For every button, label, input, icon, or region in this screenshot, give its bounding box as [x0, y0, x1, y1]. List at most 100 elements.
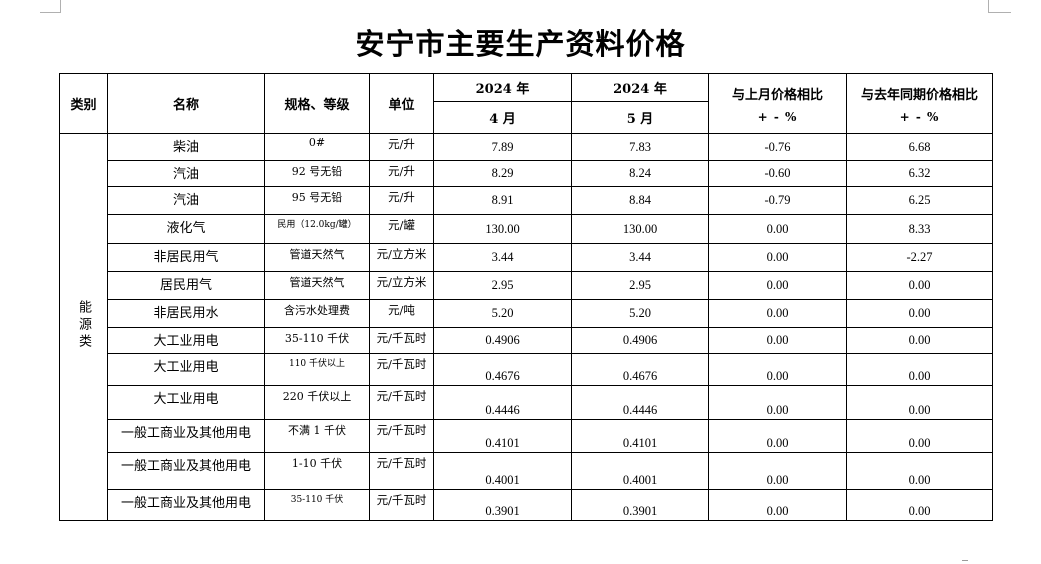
- cell-spec: 民用（12.0kg/罐）: [264, 214, 370, 244]
- cell-april: 0.4676: [433, 353, 572, 386]
- cell-spec: 92 号无铅: [264, 160, 370, 187]
- cell-mom: 0.00: [708, 327, 847, 354]
- cell-name: 居民用气: [107, 271, 265, 300]
- cell-mom: 0.00: [708, 299, 847, 328]
- cell-name: 柴油: [107, 133, 265, 161]
- table-row: 大工业用电 220 千伏以上 元/千瓦时 0.4446 0.4446 0.00 …: [60, 385, 993, 420]
- header-yoy-label: 与去年同期价格相比: [860, 87, 978, 103]
- header-row-1: 类别 名称 规格、等级 单位 2024 年 2024 年 与上月价格相比 + -…: [59, 73, 993, 134]
- header-row-2: 4 月 5 月: [60, 101, 993, 134]
- cell-spec: 110 千伏以上: [264, 353, 370, 386]
- page-corner-mark-bottom: [962, 560, 968, 561]
- cell-name: 非居民用气: [107, 243, 265, 272]
- cell-name: 液化气: [107, 214, 265, 244]
- cell-april: 0.4446: [433, 385, 572, 420]
- document-title: 安宁市主要生产资料价格: [355, 27, 686, 61]
- header-year-april: 2024 年: [433, 73, 572, 102]
- table-row: 液化气 民用（12.0kg/罐） 元/罐 130.00 130.00 0.00 …: [60, 214, 993, 244]
- cell-mom: 0.00: [708, 489, 847, 521]
- cell-spec: 含污水处理费: [264, 299, 370, 328]
- table-row: 大工业用电 35-110 千伏 元/千瓦时 0.4906 0.4906 0.00…: [60, 327, 993, 354]
- header-month-may: 5 月: [571, 101, 709, 134]
- cell-mom: 0.00: [708, 353, 847, 386]
- cell-yoy: 0.00: [846, 419, 993, 453]
- cell-april: 5.20: [433, 299, 572, 328]
- cell-may: 3.44: [571, 243, 709, 272]
- cell-name: 大工业用电: [107, 353, 265, 386]
- cell-spec: 35-110 千伏: [264, 489, 370, 521]
- header-unit: 单位: [369, 73, 434, 134]
- cell-spec: 管道天然气: [264, 243, 370, 272]
- cell-yoy: 8.33: [846, 214, 993, 244]
- cell-yoy: 0.00: [846, 271, 993, 300]
- cell-yoy: 0.00: [846, 489, 993, 521]
- cell-unit: 元/千瓦时: [369, 385, 434, 420]
- cell-name: 一般工商业及其他用电: [107, 489, 265, 521]
- cell-april: 8.91: [433, 186, 572, 215]
- category-cell: 能源类: [59, 133, 108, 521]
- cell-april: 0.3901: [433, 489, 572, 521]
- cell-yoy: 6.32: [846, 160, 993, 187]
- cell-name: 一般工商业及其他用电: [107, 452, 265, 490]
- table-row: 一般工商业及其他用电 不满 1 千伏 元/千瓦时 0.4101 0.4101 0…: [60, 419, 993, 453]
- cell-april: 8.29: [433, 160, 572, 187]
- cell-may: 0.4906: [571, 327, 709, 354]
- cell-spec: 95 号无铅: [264, 186, 370, 215]
- cell-mom: -0.60: [708, 160, 847, 187]
- cell-spec: 不满 1 千伏: [264, 419, 370, 453]
- cell-spec: 220 千伏以上: [264, 385, 370, 420]
- cell-name: 一般工商业及其他用电: [107, 419, 265, 453]
- cell-name: 大工业用电: [107, 385, 265, 420]
- cell-may: 5.20: [571, 299, 709, 328]
- cell-yoy: 0.00: [846, 385, 993, 420]
- cell-may: 8.24: [571, 160, 709, 187]
- cell-may: 0.4446: [571, 385, 709, 420]
- cell-april: 0.4101: [433, 419, 572, 453]
- table-row: 非居民用气 管道天然气 元/立方米 3.44 3.44 0.00 -2.27: [60, 243, 993, 272]
- cell-may: 130.00: [571, 214, 709, 244]
- cell-unit: 元/升: [369, 186, 434, 215]
- cell-mom: -0.76: [708, 133, 847, 161]
- cell-name: 大工业用电: [107, 327, 265, 354]
- cell-spec: 管道天然气: [264, 271, 370, 300]
- page-corner-mark-right: [988, 0, 1011, 13]
- cell-spec: 35-110 千伏: [264, 327, 370, 354]
- cell-unit: 元/千瓦时: [369, 452, 434, 490]
- header-spec: 规格、等级: [264, 73, 370, 134]
- cell-yoy: 0.00: [846, 452, 993, 490]
- cell-spec: 0#: [264, 133, 370, 161]
- cell-may: 0.4101: [571, 419, 709, 453]
- header-month-april: 4 月: [433, 101, 572, 134]
- cell-unit: 元/千瓦时: [369, 327, 434, 354]
- cell-mom: 0.00: [708, 271, 847, 300]
- cell-name: 非居民用水: [107, 299, 265, 328]
- header-mom-label: 与上月价格相比: [731, 87, 823, 103]
- cell-mom: -0.79: [708, 186, 847, 215]
- cell-mom: 0.00: [708, 214, 847, 244]
- cell-unit: 元/罐: [369, 214, 434, 244]
- cell-april: 2.95: [433, 271, 572, 300]
- table-row: 居民用气 管道天然气 元/立方米 2.95 2.95 0.00 0.00: [60, 271, 993, 300]
- cell-april: 130.00: [433, 214, 572, 244]
- table-row: 一般工商业及其他用电 1-10 千伏 元/千瓦时 0.4001 0.4001 0…: [60, 452, 993, 490]
- table-row: 非居民用水 含污水处理费 元/吨 5.20 5.20 0.00 0.00: [60, 299, 993, 328]
- cell-mom: 0.00: [708, 419, 847, 453]
- cell-yoy: -2.27: [846, 243, 993, 272]
- table-row: 大工业用电 110 千伏以上 元/千瓦时 0.4676 0.4676 0.00 …: [60, 353, 993, 386]
- cell-may: 0.4001: [571, 452, 709, 490]
- table-row: 能源类 柴油 0# 元/升 7.89 7.83 -0.76 6.68: [59, 133, 993, 521]
- cell-yoy: 6.25: [846, 186, 993, 215]
- cell-april: 0.4906: [433, 327, 572, 354]
- header-mom: 与上月价格相比 + - %: [708, 73, 847, 134]
- cell-may: 2.95: [571, 271, 709, 300]
- table-row: 汽油 92 号无铅 元/升 8.29 8.24 -0.60 6.32: [60, 160, 993, 187]
- cell-yoy: 0.00: [846, 353, 993, 386]
- cell-unit: 元/千瓦时: [369, 353, 434, 386]
- cell-unit: 元/立方米: [369, 271, 434, 300]
- header-name: 名称: [107, 73, 265, 134]
- cell-may: 0.3901: [571, 489, 709, 521]
- header-category: 类别: [59, 73, 108, 134]
- header-mom-unit: + - %: [757, 109, 798, 124]
- cell-unit: 元/升: [369, 133, 434, 161]
- cell-yoy: 6.68: [846, 133, 993, 161]
